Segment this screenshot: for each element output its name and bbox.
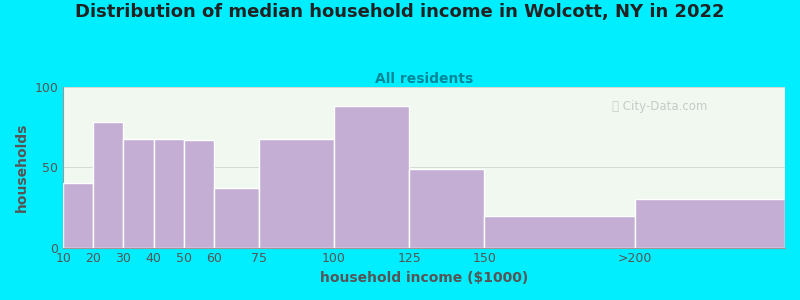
- Y-axis label: households: households: [15, 123, 29, 212]
- Bar: [484, 215, 634, 247]
- Bar: [409, 169, 484, 248]
- Bar: [154, 139, 183, 247]
- Bar: [634, 200, 785, 247]
- Bar: [94, 122, 123, 248]
- Bar: [63, 183, 94, 247]
- Bar: [183, 140, 214, 247]
- Text: Distribution of median household income in Wolcott, NY in 2022: Distribution of median household income …: [75, 3, 725, 21]
- Bar: [123, 139, 154, 247]
- X-axis label: household income ($1000): household income ($1000): [320, 271, 528, 285]
- Text: ⓘ City-Data.com: ⓘ City-Data.com: [612, 100, 707, 113]
- Bar: [334, 106, 409, 248]
- Title: All residents: All residents: [375, 72, 474, 86]
- Bar: [258, 139, 334, 247]
- Bar: [214, 188, 258, 247]
